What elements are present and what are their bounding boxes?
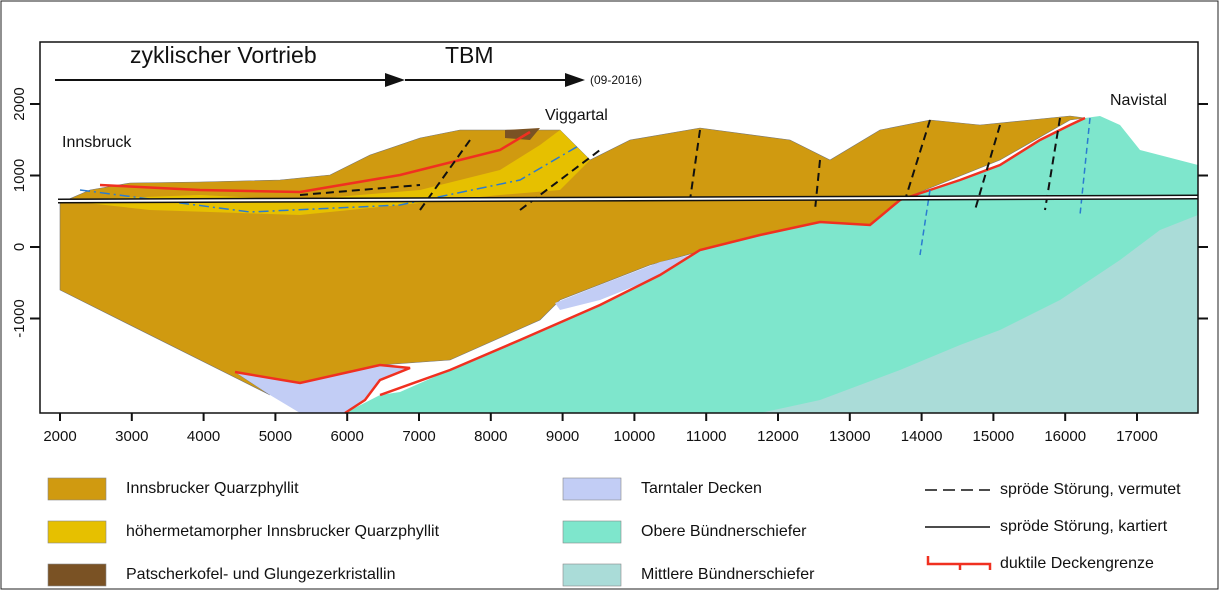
x-tick-label: 16000 — [1044, 428, 1086, 445]
legend-label: Patscherkofel- und Glungezerkristallin — [126, 566, 395, 583]
fault-blue — [919, 189, 931, 256]
legend-swatch — [47, 563, 107, 587]
legend-swatch — [562, 563, 622, 587]
x-tick-label: 4000 — [187, 428, 220, 445]
y-tick-label: 0 — [11, 243, 28, 251]
tarntaler — [235, 255, 690, 413]
x-tick-label: 9000 — [546, 428, 579, 445]
nappe-boundary — [234, 363, 411, 415]
label: TBM — [445, 42, 494, 68]
x-tick-label: 15000 — [973, 428, 1015, 445]
legend-label: höhermetamorpher Innsbrucker Quarzphylli… — [126, 523, 440, 540]
legend-label: Innsbrucker Quarzphyllit — [126, 480, 299, 497]
x-tick-label: 12000 — [757, 428, 799, 445]
legend-label: spröde Störung, vermutet — [1000, 481, 1181, 498]
legend-label: Tarntaler Decken — [641, 480, 762, 497]
mittlere-buendner — [760, 215, 1198, 413]
y-tick-label: -1000 — [11, 299, 28, 337]
x-tick-label: 8000 — [474, 428, 507, 445]
arrow-head — [385, 73, 405, 87]
place: Navistal — [1110, 92, 1167, 109]
legend-label: duktile Deckengrenze — [1000, 555, 1154, 572]
x-tick-label: 13000 — [829, 428, 871, 445]
legend-label: Obere Bündnerschiefer — [641, 523, 807, 540]
arrow-head — [565, 73, 585, 87]
x-tick-label: 6000 — [331, 428, 364, 445]
x-tick-label: 7000 — [402, 428, 435, 445]
x-tick-label: 10000 — [614, 428, 656, 445]
legend-swatch — [47, 520, 107, 544]
x-tick-label: 11000 — [686, 428, 727, 445]
place: Innsbruck — [62, 134, 132, 151]
label: zyklischer Vortrieb — [130, 42, 317, 68]
nappe-boundary — [379, 116, 1086, 397]
nappe-boundary — [99, 130, 531, 194]
quarzphyllit — [59, 115, 1086, 396]
x-tick-label: 3000 — [115, 428, 148, 445]
frame — [39, 41, 1199, 414]
legend-label: spröde Störung, kartiert — [1000, 518, 1168, 535]
fault-blue — [79, 144, 581, 213]
place: Viggartal — [545, 107, 608, 124]
legend-line — [926, 556, 992, 570]
kristallin — [505, 128, 540, 140]
legend-label: Mittlere Bündnerschiefer — [641, 566, 815, 583]
tunnel — [57, 196, 1199, 202]
x-tick-label: 14000 — [901, 428, 943, 445]
y-tick-label: 2000 — [11, 87, 28, 120]
label: (09-2016) — [590, 73, 642, 87]
x-tick-label: 5000 — [259, 428, 292, 445]
x-tick-label: 17000 — [1116, 428, 1158, 445]
legend-swatch — [562, 520, 622, 544]
legend-swatch — [562, 477, 622, 501]
y-tick-label: 1000 — [11, 159, 28, 192]
legend-swatch — [47, 477, 107, 501]
x-tick-label: 2000 — [43, 428, 76, 445]
